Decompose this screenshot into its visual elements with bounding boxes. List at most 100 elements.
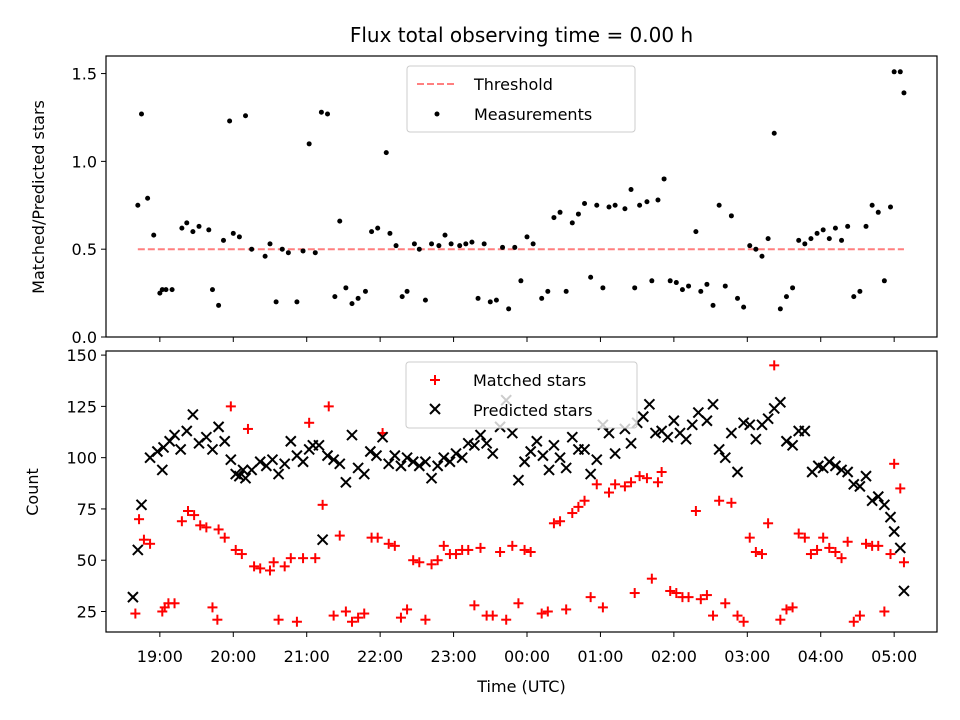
measurement-point — [355, 295, 361, 301]
measurement-point — [679, 287, 685, 293]
y-tick-label: 1.0 — [72, 152, 97, 171]
measurement-point — [487, 299, 493, 305]
predicted-point — [649, 427, 662, 439]
matched-point — [475, 542, 486, 553]
matched-point — [885, 549, 896, 560]
predicted-point — [383, 458, 395, 470]
matched-point — [402, 604, 413, 615]
measurement-point — [575, 211, 581, 217]
matched-point — [323, 401, 334, 412]
measurement-point — [163, 287, 169, 293]
measurement-point — [632, 285, 638, 291]
matched-point — [212, 614, 223, 625]
measurement-point — [262, 253, 268, 259]
measurement-point — [765, 236, 771, 242]
predicted-point — [212, 421, 225, 433]
predicted-point — [841, 466, 854, 478]
matched-point — [714, 495, 725, 506]
predicted-point — [187, 408, 199, 421]
predicted-point — [512, 474, 525, 486]
matched-point — [340, 606, 351, 617]
predicted-point — [340, 476, 352, 488]
measurement-point — [845, 223, 851, 229]
predicted-point — [462, 437, 474, 450]
predicted-point — [419, 456, 432, 468]
measurement-point — [294, 299, 300, 305]
y-tick-label: 125 — [66, 397, 97, 416]
measurement-point — [790, 285, 796, 291]
matched-point — [895, 483, 906, 494]
matched-point — [610, 479, 621, 490]
measurement-point — [416, 246, 422, 252]
matched-point — [799, 532, 810, 543]
x-tick-label: 20:00 — [210, 647, 256, 666]
measurement-point — [306, 141, 312, 147]
predicted-point — [668, 415, 680, 427]
matched-point — [889, 458, 900, 469]
predicted-point — [848, 478, 860, 491]
top-y-axis: 0.0 0.5 1.0 1.5 — [72, 65, 106, 347]
measurement-point — [249, 246, 255, 252]
matched-point — [665, 585, 676, 596]
predicted-point — [737, 417, 750, 429]
matched-point — [548, 518, 559, 529]
matched-point — [750, 547, 761, 558]
measurement-point — [512, 244, 518, 250]
matched-point — [207, 602, 218, 613]
measurement-point — [820, 227, 826, 233]
measurement-point — [704, 281, 710, 287]
matched-point — [242, 423, 253, 434]
predicted-point — [239, 472, 252, 484]
measurement-point — [457, 243, 463, 249]
measurement-point — [145, 195, 151, 201]
matched-point — [525, 547, 536, 558]
matched-point — [298, 553, 309, 564]
measurement-point — [722, 283, 728, 289]
predicted-point — [701, 415, 713, 427]
legend-matched-swatch — [430, 375, 440, 385]
y-tick-label: 50 — [77, 551, 97, 570]
matched-point — [328, 610, 339, 621]
predicted-point — [872, 490, 884, 503]
measurement-point — [151, 232, 157, 238]
measurement-point — [857, 288, 863, 294]
y-tick-label: 75 — [77, 500, 97, 519]
measurement-point — [404, 288, 410, 294]
predicted-point — [181, 425, 193, 437]
matched-point — [701, 590, 712, 601]
measurement-point — [481, 241, 487, 247]
measurement-point — [728, 213, 734, 219]
top-plot-area — [135, 69, 907, 312]
top-axes-frame — [105, 55, 938, 338]
predicted-point — [395, 460, 407, 472]
predicted-point — [835, 464, 848, 476]
measurement-point — [209, 287, 215, 293]
legend-measurements-swatch — [434, 111, 440, 117]
matched-point — [756, 549, 767, 560]
matched-point — [652, 477, 663, 488]
predicted-point — [878, 499, 891, 511]
measurement-point — [393, 243, 399, 249]
top-legend: Threshold Measurements — [406, 65, 636, 133]
measurement-point — [230, 230, 236, 236]
matched-point — [842, 536, 853, 547]
matched-point — [219, 532, 230, 543]
matched-point — [432, 555, 443, 566]
predicted-point — [692, 406, 705, 419]
legend-predicted-label: Predicted stars — [473, 401, 593, 420]
matched-point — [383, 538, 394, 549]
measurement-point — [655, 197, 661, 203]
matched-point — [671, 588, 682, 599]
measurement-point — [600, 285, 606, 291]
predicted-point — [799, 425, 811, 437]
matched-point — [176, 516, 187, 527]
legend-threshold-label: Threshold — [473, 75, 553, 94]
measurement-point — [216, 302, 222, 308]
matched-point — [854, 610, 865, 621]
measurement-point — [383, 150, 389, 156]
predicted-point — [431, 460, 444, 472]
matched-point — [353, 612, 364, 623]
predicted-point — [643, 398, 656, 411]
legend-matched-label: Matched stars — [473, 371, 586, 390]
x-tick-label: 19:00 — [137, 647, 183, 666]
